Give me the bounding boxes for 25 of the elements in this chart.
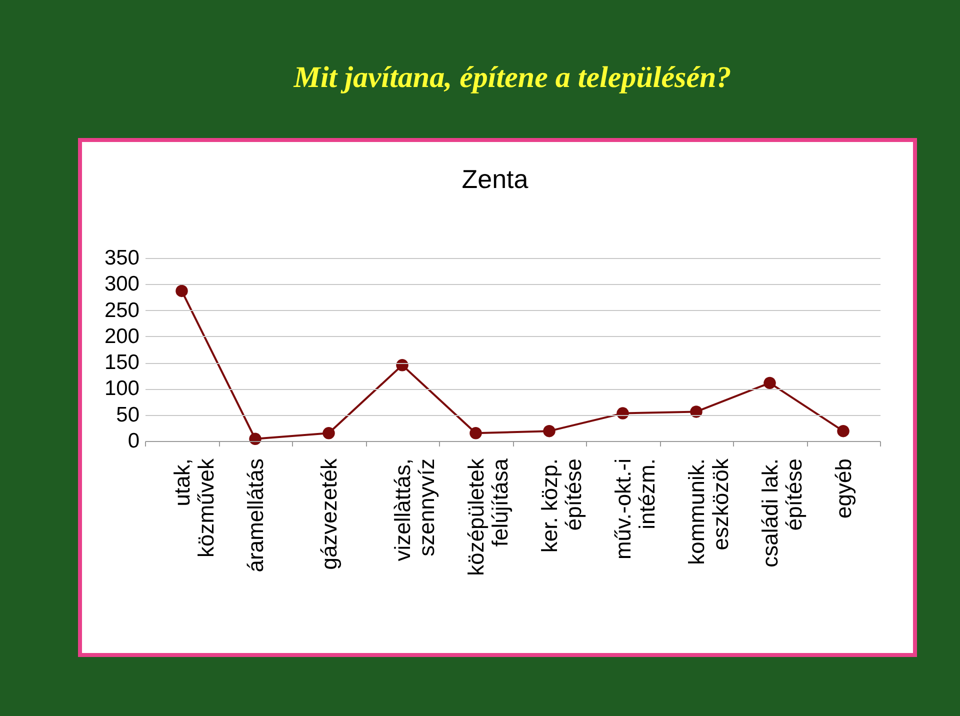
x-tick-label: műv.-okt.-i intézm. (610, 458, 660, 560)
chart-subtitle: Zenta (462, 164, 529, 194)
point (837, 424, 850, 438)
point (543, 424, 556, 438)
x-tick-label: utak, közművek (169, 458, 218, 558)
y-tick-label: 150 (104, 351, 140, 374)
point (322, 427, 335, 440)
point (470, 427, 482, 440)
y-tick-label: 300 (104, 272, 140, 296)
x-tick-label: egyéb (830, 458, 856, 518)
y-tick-label: 100 (104, 377, 140, 400)
point (176, 284, 188, 298)
point (396, 359, 408, 372)
x-tick-label: gázvezeték (316, 458, 342, 570)
point (690, 406, 702, 418)
y-tick-label: 250 (104, 298, 140, 322)
y-tick-label: 50 (116, 403, 140, 426)
point (249, 432, 262, 446)
y-tick-label: 0 (128, 430, 140, 452)
chart-title: Mit javítana, építene a településén? (292, 61, 732, 94)
point (764, 376, 776, 390)
x-tick-label: áramellátás (242, 458, 268, 572)
y-tick-label: 200 (104, 324, 140, 348)
point (616, 407, 629, 420)
y-tick-label: 350 (104, 246, 140, 270)
